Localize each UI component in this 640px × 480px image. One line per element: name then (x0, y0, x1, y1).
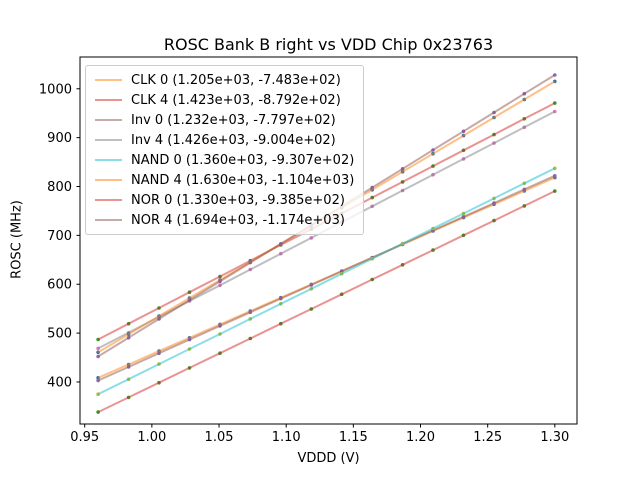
y-tick-label: 700 (47, 229, 72, 244)
chart-title: ROSC Bank B right vs VDD Chip 0x23763 (163, 35, 494, 54)
x-tick-label: 1.15 (339, 430, 368, 445)
legend-item: CLK 0 (1.205e+03, -7.483e+02) (95, 70, 354, 90)
legend-item: NOR 4 (1.694e+03, -1.174e+03) (95, 210, 354, 230)
y-axis-label: ROSC (MHz) (9, 200, 25, 279)
legend-line-swatch (95, 179, 122, 181)
legend-item: NAND 0 (1.360e+03, -9.307e+02) (95, 150, 354, 170)
axes-frame (79, 56, 578, 425)
x-tick-label: 1.30 (540, 430, 569, 445)
y-tick-label: 1000 (39, 82, 72, 97)
legend-item: Inv 4 (1.426e+03, -9.004e+02) (95, 130, 354, 150)
legend-line-swatch (95, 139, 122, 141)
y-tick-label: 600 (47, 278, 72, 293)
legend-line-swatch (95, 199, 122, 201)
y-tick-label: 400 (47, 375, 72, 390)
x-tick-label: 1.20 (406, 430, 435, 445)
legend-line-swatch (95, 119, 122, 121)
x-tick-label: 1.00 (137, 430, 166, 445)
legend-label: CLK 4 (1.423e+03, -8.792e+02) (131, 92, 341, 108)
series-inv-0 (96, 174, 557, 383)
legend-line-swatch (95, 159, 122, 161)
x-axis-label: VDDD (V) (297, 451, 360, 466)
x-tick-label: 1.05 (205, 430, 234, 445)
x-tick-label: 1.25 (473, 430, 502, 445)
y-tick-label: 800 (47, 180, 72, 195)
legend-line-swatch (95, 79, 122, 81)
fit-line (97, 167, 556, 396)
fit-line (97, 190, 556, 414)
legend-line-swatch (95, 219, 122, 221)
legend-label: Inv 0 (1.232e+03, -7.797e+02) (131, 112, 336, 128)
y-tick-label: 900 (47, 131, 72, 146)
legend-label: Inv 4 (1.426e+03, -9.004e+02) (131, 132, 336, 148)
series-nand-0 (96, 166, 557, 397)
legend-label: NAND 4 (1.630e+03, -1.104e+03) (131, 172, 355, 188)
legend-label: NOR 0 (1.330e+03, -9.385e+02) (131, 192, 345, 208)
x-tick-label: 1.10 (272, 430, 301, 445)
x-tick-label: 0.95 (70, 430, 99, 445)
legend: CLK 0 (1.205e+03, -7.483e+02) CLK 4 (1.42… (85, 65, 365, 235)
legend-label: NAND 0 (1.360e+03, -9.307e+02) (131, 152, 355, 168)
series-nor-0 (96, 189, 557, 414)
fit-line (97, 174, 556, 382)
legend-item: Inv 0 (1.232e+03, -7.797e+02) (95, 110, 354, 130)
legend-line-swatch (95, 99, 122, 101)
legend-label: NOR 4 (1.694e+03, -1.174e+03) (131, 212, 345, 228)
legend-item: NAND 4 (1.630e+03, -1.104e+03) (95, 170, 354, 190)
legend-label: CLK 0 (1.205e+03, -7.483e+02) (131, 72, 341, 88)
legend-item: CLK 4 (1.423e+03, -8.792e+02) (95, 90, 354, 110)
y-tick-label: 500 (47, 327, 72, 342)
legend-item: NOR 0 (1.330e+03, -9.385e+02) (95, 190, 354, 210)
